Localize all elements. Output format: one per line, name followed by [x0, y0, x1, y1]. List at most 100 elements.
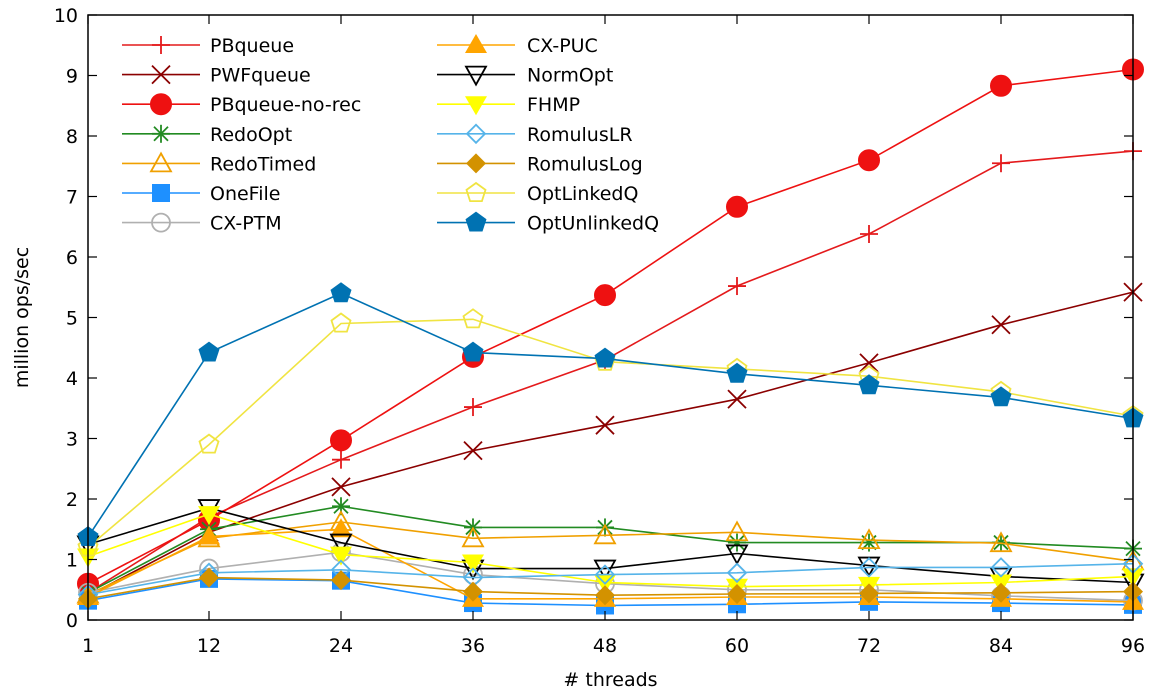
data-point: [199, 567, 219, 588]
legend-item: CX-PTM: [122, 213, 282, 235]
y-tick-label: 10: [54, 5, 78, 27]
data-point: [462, 308, 484, 329]
data-point: [991, 582, 1011, 603]
data-point: [860, 225, 878, 244]
legend-marker: [152, 184, 170, 202]
data-point: [330, 518, 352, 538]
data-point: [992, 154, 1010, 173]
data-point: [728, 533, 746, 552]
legend-marker: [152, 124, 170, 143]
x-tick-label: 1: [82, 635, 94, 657]
legend-item: PWFqueue: [122, 65, 311, 87]
legend-item: FHMP: [437, 94, 580, 116]
data-point: [728, 277, 746, 296]
legend-marker: [465, 34, 487, 53]
legend-item: RomulusLR: [437, 123, 633, 146]
legend-item: RedoOpt: [122, 124, 292, 146]
data-point: [595, 415, 615, 435]
legend-marker: [465, 123, 487, 145]
x-tick-label: 24: [329, 635, 353, 657]
y-tick-label: 2: [66, 489, 78, 511]
x-tick-label: 84: [989, 635, 1013, 657]
legend-marker: [150, 93, 172, 116]
legend-label: RomulusLog: [527, 153, 643, 175]
data-point: [198, 525, 220, 545]
data-point: [595, 585, 615, 606]
data-point: [462, 341, 484, 362]
data-point: [857, 528, 881, 550]
legend-marker: [151, 64, 171, 85]
legend-item: OptLinkedQ: [437, 181, 638, 205]
x-tick-label: 96: [1121, 635, 1145, 657]
x-tick-label: 36: [461, 635, 485, 657]
legend-label: RedoOpt: [210, 124, 292, 146]
legend-marker: [465, 96, 487, 116]
y-tick-label: 5: [66, 308, 78, 330]
data-point: [726, 562, 748, 584]
legend-item: RomulusLog: [437, 153, 643, 175]
data-point: [990, 557, 1012, 578]
legend-item: PBqueue-no-rec: [122, 93, 361, 116]
y-tick-label: 4: [66, 368, 78, 390]
data-point: [464, 398, 482, 417]
data-point: [332, 450, 350, 469]
data-point: [725, 544, 749, 566]
series-redotimed: [76, 510, 1145, 604]
legend-marker: [465, 181, 487, 203]
legend-label: OptUnlinkedQ: [527, 213, 659, 235]
data-point: [859, 353, 879, 373]
data-point: [461, 526, 485, 548]
data-point: [330, 282, 352, 303]
x-tick-label: 12: [197, 635, 221, 657]
legend-marker: [465, 211, 487, 232]
data-point: [858, 374, 880, 395]
data-point: [725, 520, 749, 542]
x-tick-label: 72: [857, 635, 881, 657]
data-point: [331, 570, 351, 591]
series-line: [87, 292, 1134, 538]
data-point: [594, 347, 616, 368]
legend-label: CX-PUC: [527, 35, 598, 57]
legend-label: PBqueue-no-rec: [210, 94, 361, 116]
data-point: [329, 533, 353, 555]
series-line: [87, 68, 1134, 585]
legend-label: RedoTimed: [210, 153, 316, 175]
legend-item: OptUnlinkedQ: [437, 211, 659, 235]
legend-marker: [464, 65, 488, 87]
data-point: [198, 433, 220, 454]
series-romuluslog: [78, 567, 1143, 609]
data-point: [727, 389, 747, 409]
series-pbqueue-no-rec: [77, 58, 1144, 595]
data-point: [726, 362, 748, 383]
series-redoopt: [79, 497, 1142, 602]
data-point: [990, 386, 1012, 407]
y-tick-label: 6: [66, 247, 78, 269]
legend: PBqueue PWFqueue PBqueue-no-rec RedoOpt Redo…: [122, 34, 659, 235]
series-layer: [76, 58, 1145, 615]
legend-item: RedoTimed: [122, 151, 316, 175]
legend-item: CX-PUC: [437, 34, 598, 57]
legend-label: OneFile: [210, 183, 280, 205]
data-point: [462, 554, 484, 574]
series-line: [87, 521, 1134, 596]
data-point: [990, 74, 1012, 97]
data-point: [991, 315, 1011, 335]
data-point: [330, 312, 352, 333]
legend-label: OptLinkedQ: [527, 183, 638, 205]
y-tick-label: 7: [66, 187, 78, 209]
data-point: [331, 477, 351, 497]
legend-marker: [152, 36, 170, 54]
y-axis-label: million ops/sec: [11, 247, 33, 388]
data-point: [593, 523, 617, 545]
data-point: [727, 583, 747, 604]
y-tick-label: 3: [66, 429, 78, 451]
legend-label: PBqueue: [210, 35, 294, 57]
legend-marker: [149, 151, 173, 173]
data-point: [858, 149, 880, 172]
data-point: [198, 341, 220, 362]
series-optunlinkedq: [77, 282, 1144, 546]
x-tick-label: 48: [593, 635, 617, 657]
data-point: [198, 506, 220, 526]
